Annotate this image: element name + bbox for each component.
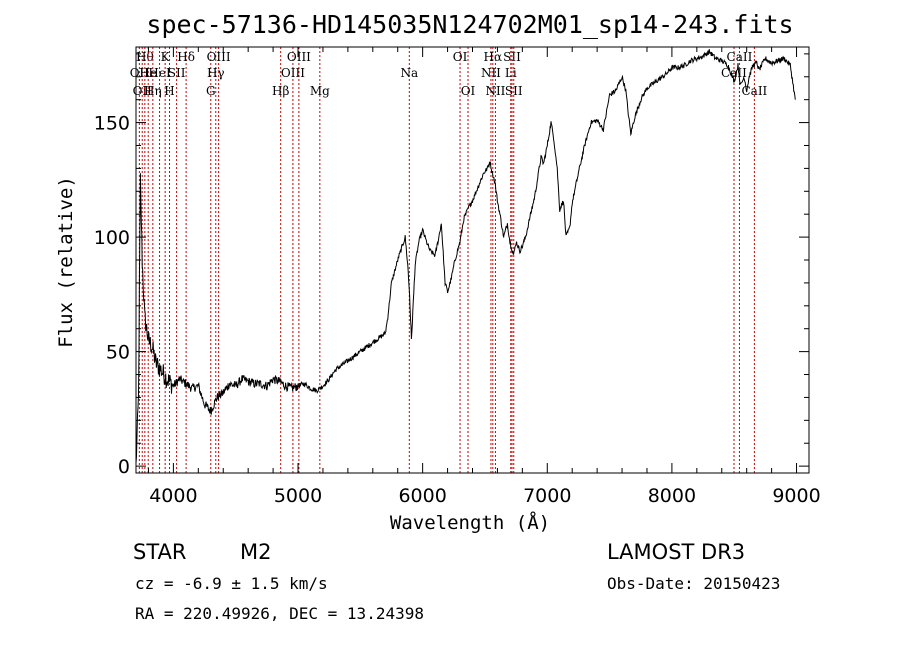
- line-label: H: [164, 84, 174, 98]
- line-label: OI: [453, 50, 468, 64]
- y-axis-label: Flux (relative): [55, 176, 77, 348]
- line-label: CaII: [727, 50, 753, 64]
- line-label: SII: [503, 50, 521, 64]
- line-label: NII: [485, 84, 505, 98]
- line-label: K: [161, 50, 171, 64]
- line-label: G: [206, 84, 216, 98]
- object-subclass: M2: [240, 540, 272, 564]
- y-tick-label: 0: [118, 456, 130, 478]
- line-label: NII: [481, 66, 501, 80]
- x-tick-label: 6000: [398, 485, 446, 507]
- line-label: Mg: [310, 84, 330, 98]
- line-label: Hη: [144, 84, 162, 98]
- x-tick-label: 8000: [648, 485, 696, 507]
- emission-line-markers: OIIOIIHθHeHηHeIKHSIIHδGHγOIIIHβOIIIOIIIM…: [130, 47, 768, 473]
- object-class: STAR: [133, 540, 187, 564]
- line-label: SII: [168, 66, 186, 80]
- x-tick-label: 9000: [772, 485, 820, 507]
- spectrum-line: [135, 49, 796, 463]
- x-tick-label: 7000: [523, 485, 571, 507]
- line-label: Hδ: [177, 50, 195, 64]
- line-label: SII: [505, 84, 523, 98]
- chart-title: spec-57136-HD145035N124702M01_sp14-243.f…: [146, 10, 793, 39]
- y-tick-label: 100: [94, 227, 130, 249]
- line-label: Hγ: [207, 66, 225, 80]
- line-label: OII: [133, 84, 153, 98]
- obs-date-text: Obs-Date: 20150423: [607, 574, 781, 593]
- line-label: Hθ: [136, 50, 154, 64]
- plot-frame: [135, 46, 810, 474]
- x-axis-label: Wavelength (Å): [390, 511, 550, 534]
- x-tick-label: 5000: [274, 485, 322, 507]
- line-label: OIII: [287, 50, 311, 64]
- line-label: Li: [505, 66, 517, 80]
- spectrum-series: [135, 49, 796, 463]
- x-tick-label: 4000: [149, 485, 197, 507]
- y-tick-label: 50: [106, 342, 130, 364]
- line-label: Hβ: [272, 84, 289, 98]
- line-label: OI: [461, 84, 476, 98]
- line-label: CaII: [741, 84, 767, 98]
- y-tick-label: 150: [94, 113, 130, 135]
- axis-ticks: 4000 5000 6000 7000 8000 9000 0 50 100 150: [94, 47, 821, 507]
- redshift-text: cz = -6.9 ± 1.5 km/s: [135, 574, 328, 593]
- survey-label: LAMOST DR3: [607, 540, 746, 564]
- line-label: OIII: [207, 50, 231, 64]
- line-label: CaII: [721, 66, 747, 80]
- coordinates-text: RA = 220.49926, DEC = 13.24398: [135, 604, 424, 623]
- line-label: Na: [400, 66, 418, 80]
- line-label: OIII: [281, 66, 305, 80]
- line-label: Hα: [484, 50, 503, 64]
